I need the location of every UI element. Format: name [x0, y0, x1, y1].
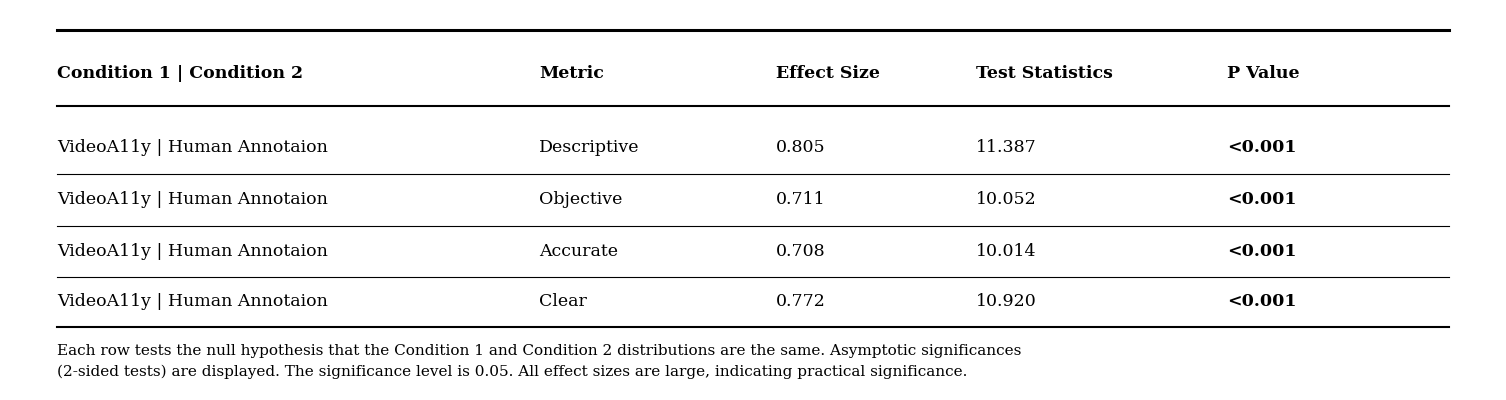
Text: 10.014: 10.014: [976, 244, 1036, 260]
Text: P Value: P Value: [1227, 66, 1300, 82]
Text: Accurate: Accurate: [539, 244, 617, 260]
Text: <0.001: <0.001: [1227, 140, 1297, 156]
Text: VideoA11y | Human Annotaion: VideoA11y | Human Annotaion: [57, 192, 328, 208]
Text: (2-sided tests) are displayed. The significance level is 0.05. All effect sizes : (2-sided tests) are displayed. The signi…: [57, 365, 967, 379]
Text: VideoA11y | Human Annotaion: VideoA11y | Human Annotaion: [57, 140, 328, 156]
Text: <0.001: <0.001: [1227, 294, 1297, 310]
Text: 10.052: 10.052: [976, 192, 1036, 208]
Text: 0.708: 0.708: [776, 244, 825, 260]
Text: Metric: Metric: [539, 66, 604, 82]
Text: VideoA11y | Human Annotaion: VideoA11y | Human Annotaion: [57, 294, 328, 310]
Text: Objective: Objective: [539, 192, 622, 208]
Text: 0.711: 0.711: [776, 192, 825, 208]
Text: <0.001: <0.001: [1227, 244, 1297, 260]
Text: Each row tests the null hypothesis that the Condition 1 and Condition 2 distribu: Each row tests the null hypothesis that …: [57, 344, 1021, 358]
Text: 0.772: 0.772: [776, 294, 825, 310]
Text: Clear: Clear: [539, 294, 587, 310]
Text: Test Statistics: Test Statistics: [976, 66, 1113, 82]
Text: 11.387: 11.387: [976, 140, 1036, 156]
Text: VideoA11y | Human Annotaion: VideoA11y | Human Annotaion: [57, 244, 328, 260]
Text: Effect Size: Effect Size: [776, 66, 880, 82]
Text: Condition 1 | Condition 2: Condition 1 | Condition 2: [57, 66, 303, 82]
Text: Descriptive: Descriptive: [539, 140, 640, 156]
Text: <0.001: <0.001: [1227, 192, 1297, 208]
Text: 0.805: 0.805: [776, 140, 825, 156]
Text: 10.920: 10.920: [976, 294, 1036, 310]
